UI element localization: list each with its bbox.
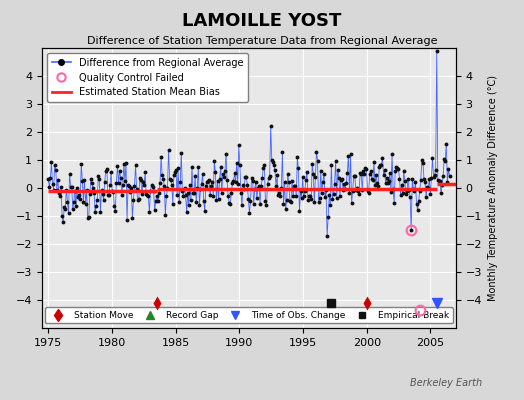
Text: LAMOILLE YOST: LAMOILLE YOST <box>182 12 342 30</box>
Text: Difference of Station Temperature Data from Regional Average: Difference of Station Temperature Data f… <box>87 36 437 46</box>
Y-axis label: Monthly Temperature Anomaly Difference (°C): Monthly Temperature Anomaly Difference (… <box>488 75 498 301</box>
Legend: Station Move, Record Gap, Time of Obs. Change, Empirical Break: Station Move, Record Gap, Time of Obs. C… <box>45 307 453 324</box>
Text: Berkeley Earth: Berkeley Earth <box>410 378 482 388</box>
